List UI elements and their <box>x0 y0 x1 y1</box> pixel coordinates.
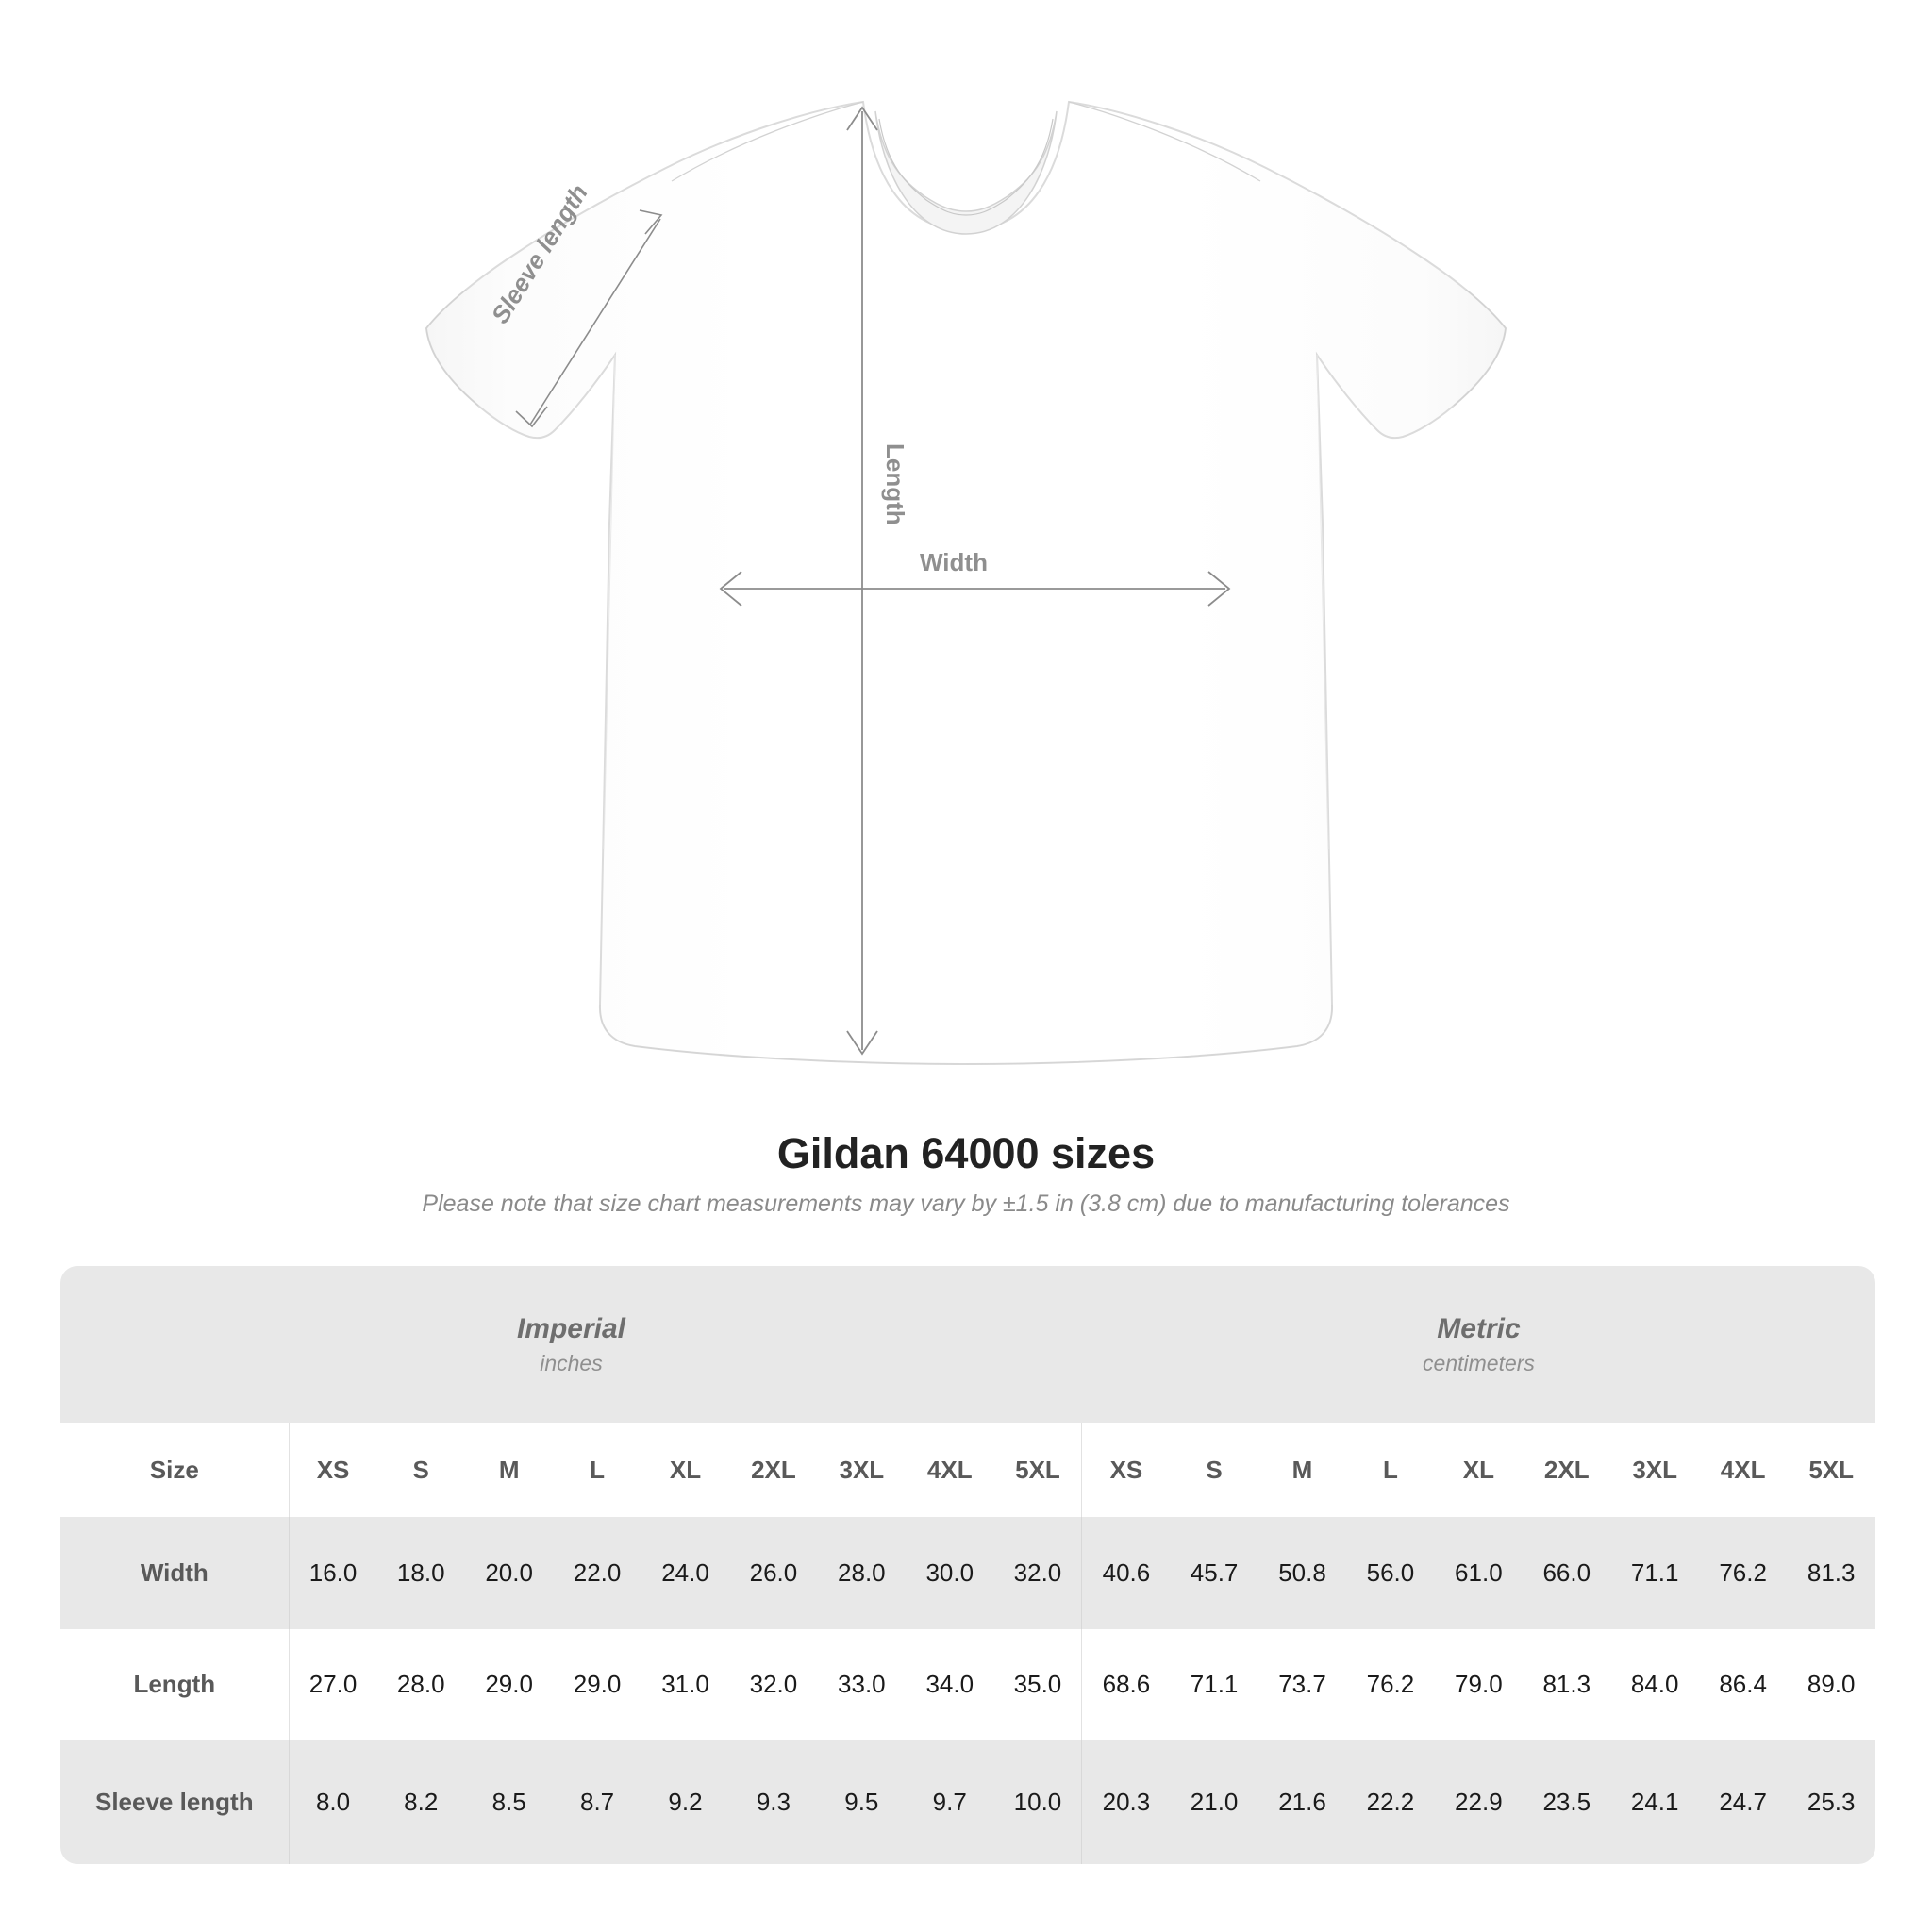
svg-text:Length: Length <box>881 443 909 525</box>
svg-text:Width: Width <box>920 548 988 576</box>
